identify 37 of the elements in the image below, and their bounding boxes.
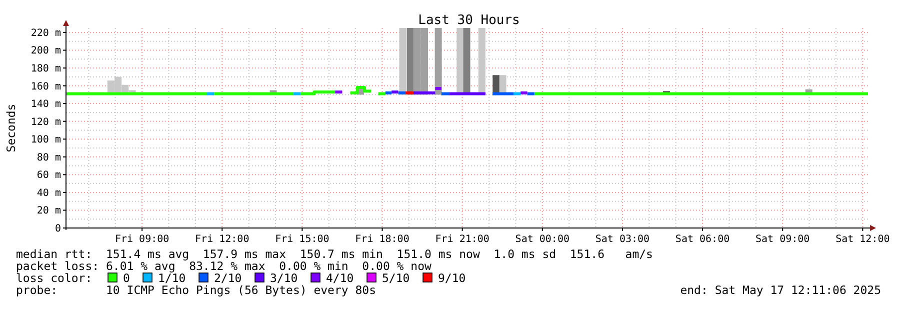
x-tick-label: Fri 21:00 — [435, 234, 490, 245]
y-tick-label: 120 m — [30, 116, 61, 128]
legend-label: 1/10 — [158, 271, 186, 285]
y-tick-label: 100 m — [30, 134, 61, 146]
y-tick-label: 20 m — [36, 206, 61, 217]
x-tick-label: Sat 06:00 — [675, 234, 730, 245]
legend-label: 9/10 — [438, 271, 466, 285]
y-tick-label: 80 m — [36, 152, 61, 164]
y-tick-label: 220 m — [30, 28, 61, 39]
text: end: Sat May 17 12:11:06 2025 — [680, 283, 881, 297]
y-tick-label: 180 m — [30, 64, 61, 74]
legend-label: 2/10 — [214, 271, 242, 285]
y-tick-label: 0 — [54, 224, 61, 234]
legend-label: 5/10 — [382, 271, 410, 285]
y-axis-title: Seconds — [4, 104, 18, 152]
text: packet loss: 6.01 % avg 83.12 % max 0.00 % min 0.00 % now — [16, 259, 432, 273]
x-tick-label: Sat 12:00 — [836, 234, 890, 245]
x-tick-label: Fri 18:00 — [355, 234, 410, 245]
chart-title: Last 30 Hours — [418, 13, 520, 28]
x-tick-label: Sat 00:00 — [515, 234, 570, 245]
y-tick-label: 200 m — [30, 46, 61, 57]
x-tick-label: Sat 03:00 — [595, 234, 650, 245]
legend-label: 3/10 — [270, 271, 298, 285]
x-tick-label: Sat 09:00 — [756, 234, 810, 245]
y-tick-label: 40 m — [36, 188, 61, 199]
x-tick-label: Fri 12:00 — [195, 234, 250, 245]
x-tick-label: Fri 09:00 — [114, 234, 170, 245]
legend-label: 0 — [123, 271, 130, 285]
y-tick-label: 160 m — [30, 81, 61, 92]
legend-label: 4/10 — [326, 271, 354, 285]
x-tick-label: Fri 15:00 — [275, 234, 330, 245]
legend-title: loss color: — [16, 271, 92, 285]
text: probe: 10 ICMP Echo Pings (56 Bytes) every 80s — [16, 283, 376, 297]
y-tick-label: 140 m — [30, 99, 61, 110]
text: median rtt: 151.4 ms avg 157.9 ms max 150.7 ms min 151.0 ms now 1.0 ms sd 151.6 am/s — [16, 247, 653, 261]
bar — [434, 28, 442, 95]
y-tick-label: 60 m — [36, 170, 61, 182]
